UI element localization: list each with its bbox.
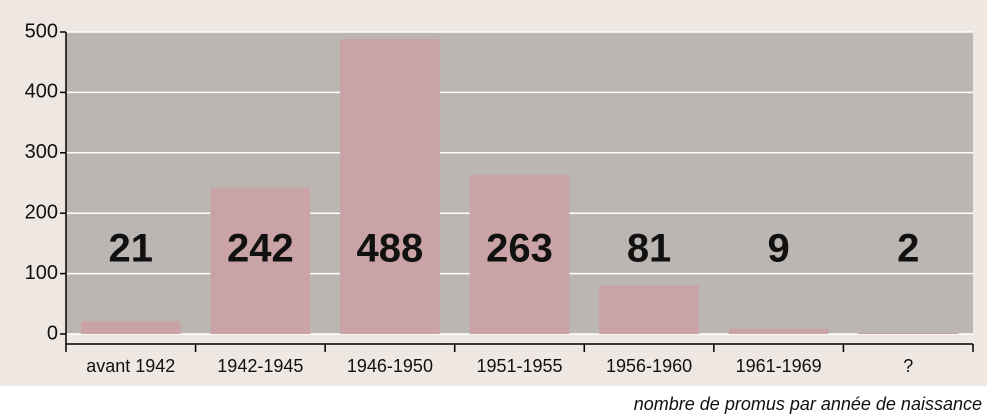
y-tick-label: 500: [25, 20, 58, 42]
bar: [340, 39, 440, 335]
bar: [210, 187, 311, 334]
y-tick-label: 400: [25, 81, 58, 103]
x-tick-label: ?: [903, 356, 913, 376]
bar: [728, 328, 829, 334]
value-label: 9: [768, 227, 790, 271]
value-label: 21: [109, 227, 154, 271]
bar: [469, 175, 570, 334]
x-tick-label: 1942-1945: [217, 356, 303, 376]
bar: [80, 321, 181, 334]
bar: [599, 285, 699, 334]
x-tick-label: avant 1942: [86, 356, 175, 376]
y-tick-label: 200: [25, 201, 58, 223]
y-tick-label: 100: [25, 262, 58, 284]
y-tick-label: 0: [47, 322, 58, 344]
bar: [858, 332, 959, 334]
x-tick-label: 1956-1960: [606, 356, 692, 376]
value-label: 81: [627, 227, 672, 271]
value-label: 242: [227, 227, 294, 271]
x-tick-label: 1946-1950: [347, 356, 433, 376]
x-tick-label: 1961-1969: [736, 356, 822, 376]
value-label: 2: [897, 227, 919, 271]
caption: nombre de promus par année de naissance: [634, 394, 982, 414]
value-label: 488: [357, 227, 424, 271]
x-tick-label: 1951-1955: [476, 356, 562, 376]
value-label: 263: [486, 227, 553, 271]
y-tick-label: 300: [25, 141, 58, 163]
